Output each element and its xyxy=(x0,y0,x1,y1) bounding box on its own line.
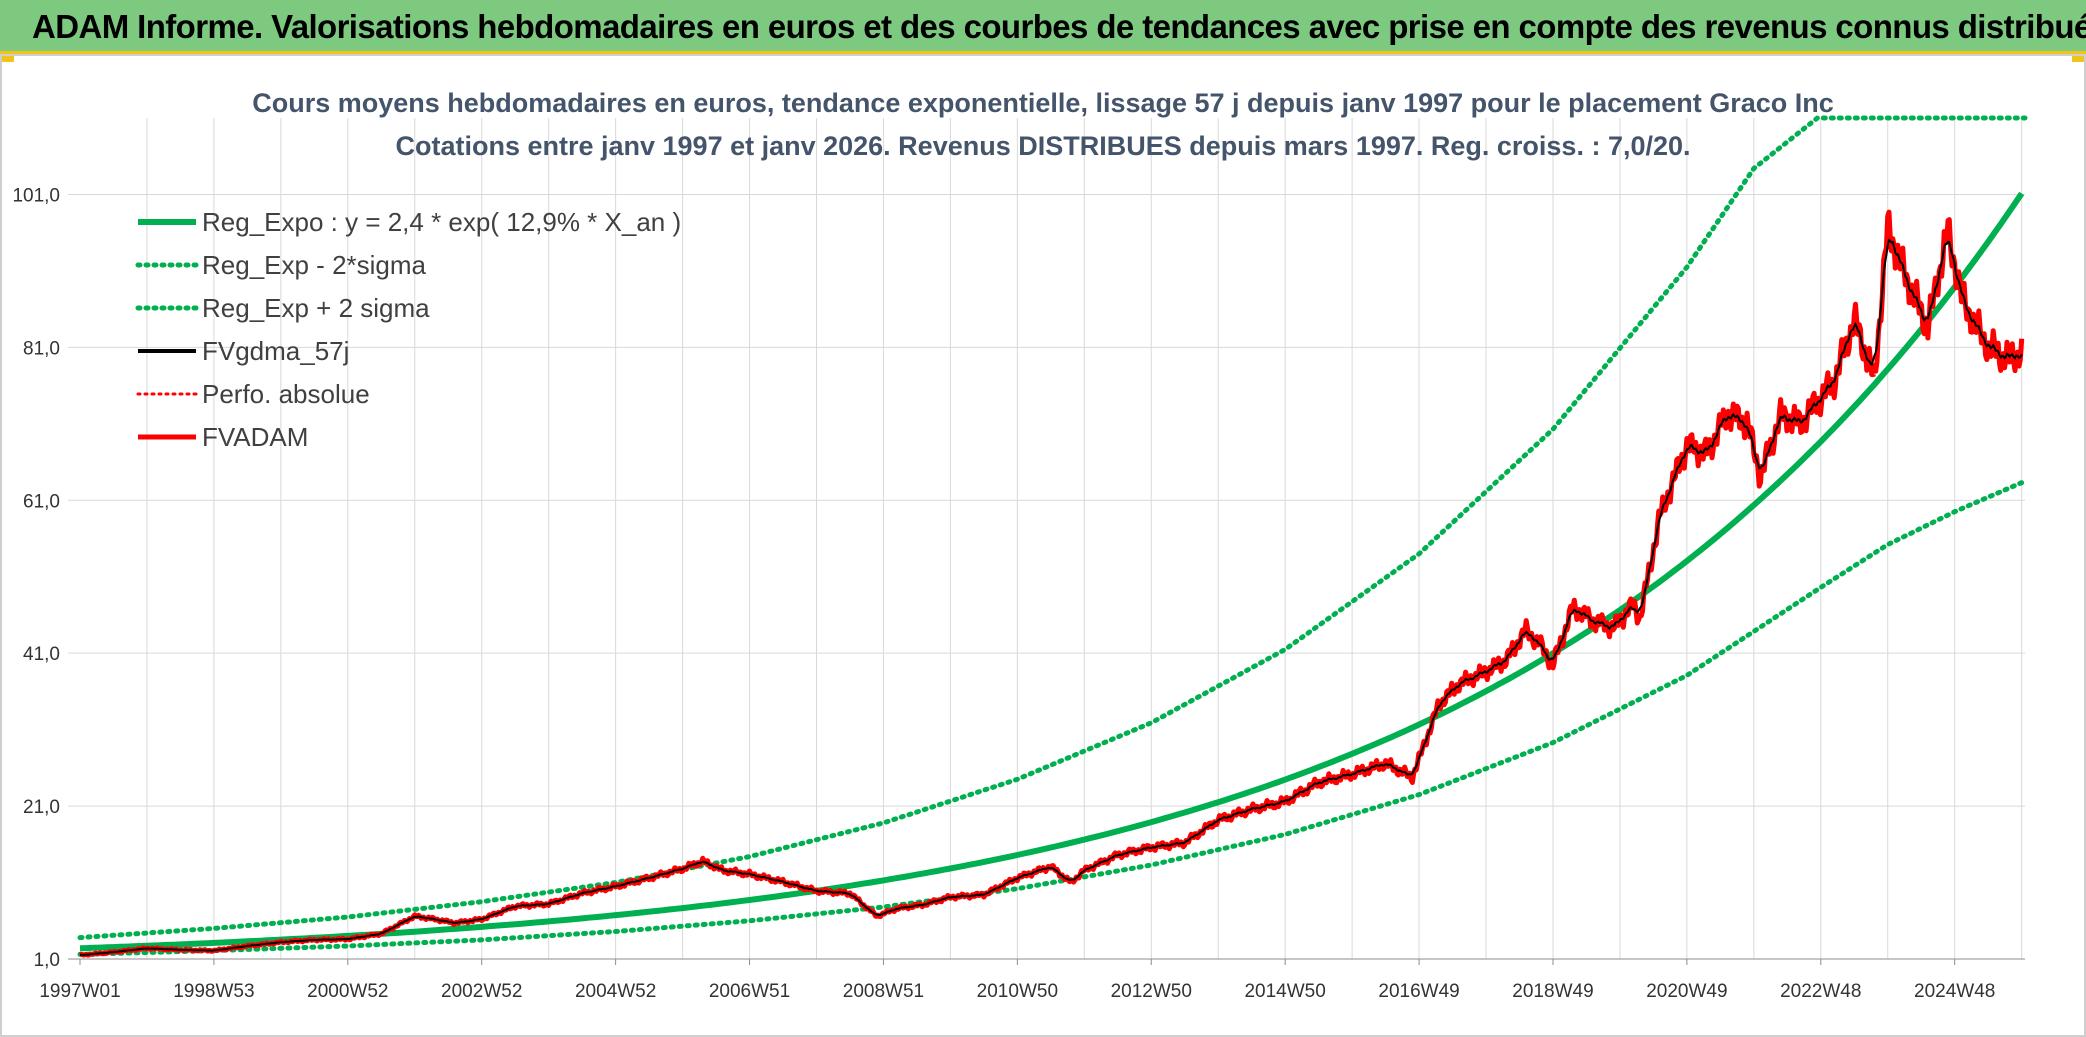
legend-label: FVADAM xyxy=(202,422,308,452)
legend-label: Reg_Exp - 2*sigma xyxy=(202,250,427,280)
x-tick-label: 2014W50 xyxy=(1244,981,1325,1002)
series-layer xyxy=(77,115,2028,958)
x-tick-label: 2018W49 xyxy=(1512,981,1593,1002)
series-fvgdma-57j xyxy=(80,238,2023,956)
legend-label: FVgdma_57j xyxy=(202,336,349,366)
x-tick-label: 2000W52 xyxy=(307,981,388,1002)
series-fvadam xyxy=(78,209,2025,958)
x-tick-label: 2002W52 xyxy=(441,981,522,1002)
x-tick-label: 2016W49 xyxy=(1378,981,1459,1002)
x-tick-label: 2004W52 xyxy=(575,981,656,1002)
legend-label: Reg_Expo : y = 2,4 * exp( 12,9% * X_an ) xyxy=(202,207,681,237)
x-tick-label: 2006W51 xyxy=(709,981,790,1002)
corner-accent-right xyxy=(2072,54,2086,62)
header-bar: ADAM Informe. Valorisations hebdomadaire… xyxy=(0,0,2086,54)
x-tick-label: 1997W01 xyxy=(39,981,120,1002)
legend: Reg_Expo : y = 2,4 * exp( 12,9% * X_an )… xyxy=(135,207,681,452)
x-tick-label: 2012W50 xyxy=(1111,981,1192,1002)
y-tick-label: 21,0 xyxy=(23,797,60,818)
y-tick-label: 61,0 xyxy=(23,491,60,512)
legend-label: Perfo. absolue xyxy=(202,379,370,409)
x-tick-label: 1998W53 xyxy=(173,981,254,1002)
legend-label: Reg_Exp + 2 sigma xyxy=(202,293,430,323)
corner-accent-left xyxy=(0,54,14,62)
x-tick-label: 2022W48 xyxy=(1780,981,1861,1002)
x-tick-label: 2024W48 xyxy=(1914,981,1995,1002)
page-title: ADAM Informe. Valorisations hebdomadaire… xyxy=(32,8,2086,45)
y-tick-label: 1,0 xyxy=(34,950,60,971)
chart-title: Cours moyens hebdomadaires en euros, ten… xyxy=(252,88,1834,118)
series-reg-exp-plus-2sigma xyxy=(77,115,2028,941)
chart-frame xyxy=(0,54,2086,1037)
y-tick-label: 81,0 xyxy=(23,338,60,359)
x-tick-label: 2020W49 xyxy=(1646,981,1727,1002)
gridlines xyxy=(68,118,2025,960)
chart-subtitle: Cotations entre janv 1997 et janv 2026. … xyxy=(395,131,1690,161)
x-tick-label: 2008W51 xyxy=(843,981,924,1002)
series-reg-expo xyxy=(79,191,2025,952)
x-tick-label: 2010W50 xyxy=(977,981,1058,1002)
series-reg-exp-minus-2sigma xyxy=(77,478,2028,957)
y-tick-label: 101,0 xyxy=(12,185,60,206)
y-tick-label: 41,0 xyxy=(23,644,60,665)
ticks-layer: 1,0 21,0 41,0 61,0 81,0 101,0 1997W01 1998W53 20… xyxy=(12,185,1995,1002)
